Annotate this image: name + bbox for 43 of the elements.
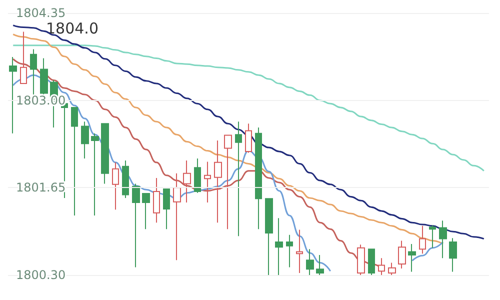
candlestick bbox=[296, 229, 303, 274]
candlestick bbox=[173, 172, 181, 261]
candlestick bbox=[306, 248, 314, 276]
candlestick bbox=[91, 132, 99, 216]
candlestick bbox=[316, 254, 324, 276]
candlestick bbox=[101, 123, 109, 184]
candlestick bbox=[286, 234, 293, 268]
candlestick bbox=[398, 240, 406, 270]
annotation: 1804.0 bbox=[46, 20, 98, 38]
candlestick bbox=[429, 224, 436, 248]
candlestick bbox=[9, 56, 17, 134]
y-tick-label: 1803.00 bbox=[16, 93, 66, 108]
y-tick-label: 1801.65 bbox=[16, 180, 66, 195]
candlestick bbox=[194, 158, 201, 194]
candlestick bbox=[153, 177, 160, 224]
candlestick bbox=[419, 225, 426, 254]
candlestick bbox=[20, 31, 27, 84]
candlestick bbox=[71, 106, 78, 216]
y-tick-label: 1804.35 bbox=[16, 6, 66, 20]
candlestick bbox=[81, 121, 89, 160]
candlestick bbox=[449, 238, 457, 272]
candlestick bbox=[224, 134, 232, 230]
candlestick bbox=[132, 183, 140, 268]
candlestick bbox=[122, 160, 129, 199]
candlestick bbox=[142, 192, 150, 230]
candlestick bbox=[275, 218, 283, 276]
candlestick bbox=[368, 248, 375, 276]
y-tick-label: 1800.30 bbox=[16, 268, 66, 282]
candlestick bbox=[357, 244, 365, 276]
candlestick bbox=[388, 262, 396, 276]
candlestick bbox=[163, 188, 170, 230]
candlestick bbox=[265, 198, 273, 276]
candlestick bbox=[408, 243, 416, 272]
candlestick bbox=[378, 258, 385, 276]
candlestick bbox=[204, 161, 211, 204]
candlestick bbox=[235, 121, 242, 237]
candlestick bbox=[255, 127, 262, 230]
candlestick bbox=[439, 220, 447, 259]
candlestick bbox=[183, 160, 191, 204]
candlestick bbox=[214, 140, 222, 224]
line-series bbox=[12, 44, 485, 172]
candlestick bbox=[245, 123, 252, 154]
candlestick bbox=[112, 162, 119, 210]
